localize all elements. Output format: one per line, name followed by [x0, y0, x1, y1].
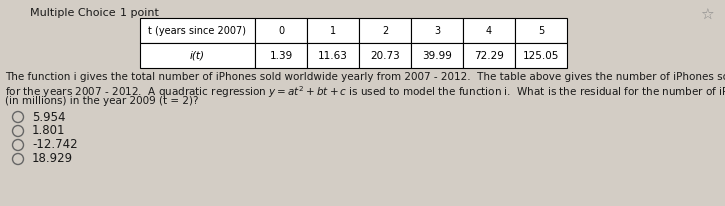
Text: 5.954: 5.954 — [32, 110, 65, 124]
Text: 1 point: 1 point — [120, 8, 159, 18]
Text: 39.99: 39.99 — [422, 50, 452, 61]
Bar — [463, 43, 515, 68]
Bar — [515, 18, 567, 43]
Text: for the years 2007 - 2012.  A quadratic regression $y = at^2 + bt + c$ is used t: for the years 2007 - 2012. A quadratic r… — [5, 84, 725, 100]
Bar — [411, 43, 463, 68]
Text: 5: 5 — [538, 26, 544, 35]
Bar — [515, 43, 567, 68]
Text: 3: 3 — [434, 26, 440, 35]
Text: 1: 1 — [330, 26, 336, 35]
Text: Multiple Choice: Multiple Choice — [30, 8, 115, 18]
Text: 20.73: 20.73 — [370, 50, 400, 61]
Text: 4: 4 — [486, 26, 492, 35]
Text: 125.05: 125.05 — [523, 50, 559, 61]
Text: (in millions) in the year 2009 (t = 2)?: (in millions) in the year 2009 (t = 2)? — [5, 96, 199, 106]
Bar — [307, 18, 359, 43]
Bar — [411, 18, 463, 43]
Text: -12.742: -12.742 — [32, 138, 78, 151]
Text: 1.39: 1.39 — [270, 50, 293, 61]
Bar — [359, 18, 411, 43]
Text: 72.29: 72.29 — [474, 50, 504, 61]
Bar — [463, 18, 515, 43]
Text: The function i gives the total number of iPhones sold worldwide yearly from 2007: The function i gives the total number of… — [5, 72, 725, 82]
Bar — [359, 43, 411, 68]
Text: 2: 2 — [382, 26, 388, 35]
Bar — [140, 18, 255, 43]
Text: 11.63: 11.63 — [318, 50, 348, 61]
Text: 18.929: 18.929 — [32, 152, 73, 165]
Bar — [255, 43, 307, 68]
Text: ☆: ☆ — [700, 8, 714, 23]
Text: 1.801: 1.801 — [32, 124, 65, 137]
Bar — [307, 43, 359, 68]
Text: t (years since 2007): t (years since 2007) — [149, 26, 247, 35]
Text: i(t): i(t) — [190, 50, 205, 61]
Bar — [255, 18, 307, 43]
Bar — [140, 43, 255, 68]
Text: 0: 0 — [278, 26, 284, 35]
